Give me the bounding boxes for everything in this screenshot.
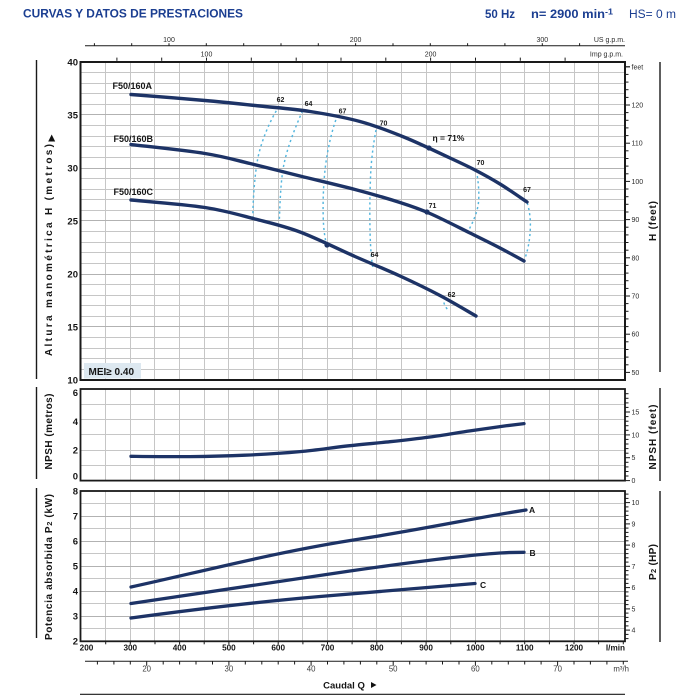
svg-text:100: 100 (201, 52, 213, 59)
svg-text:80: 80 (632, 255, 640, 262)
svg-text:300: 300 (536, 37, 548, 44)
svg-text:F50/160B: F50/160B (114, 134, 154, 144)
svg-text:30: 30 (67, 163, 78, 174)
svg-text:300: 300 (123, 644, 137, 653)
svg-text:F50/160C: F50/160C (114, 187, 154, 197)
svg-text:HS= 0 m: HS= 0 m (629, 9, 676, 21)
svg-text:40: 40 (67, 57, 78, 68)
svg-text:1100: 1100 (516, 644, 534, 653)
svg-text:H (feet): H (feet) (648, 201, 659, 241)
svg-text:60: 60 (471, 665, 480, 674)
svg-text:6: 6 (73, 388, 78, 399)
svg-text:0: 0 (73, 472, 78, 483)
svg-text:40: 40 (307, 665, 316, 674)
svg-text:CURVAS Y DATOS DE PRESTACIONES: CURVAS Y DATOS DE PRESTACIONES (23, 9, 243, 21)
svg-text:200: 200 (425, 52, 437, 59)
svg-text:100: 100 (163, 37, 175, 44)
svg-text:900: 900 (419, 644, 433, 653)
svg-text:C: C (480, 580, 486, 590)
svg-text:6: 6 (73, 536, 78, 547)
svg-text:70: 70 (632, 294, 640, 301)
svg-text:20: 20 (67, 269, 78, 280)
svg-text:8: 8 (73, 486, 78, 497)
svg-text:2: 2 (73, 446, 78, 457)
svg-text:200: 200 (80, 644, 94, 653)
svg-text:35: 35 (67, 110, 78, 121)
svg-text:0: 0 (632, 478, 636, 485)
svg-text:100: 100 (632, 179, 644, 186)
svg-text:64: 64 (305, 101, 313, 108)
svg-text:feet: feet (632, 64, 644, 71)
svg-text:5: 5 (632, 606, 636, 613)
svg-text:15: 15 (67, 322, 78, 333)
svg-text:B: B (530, 548, 536, 558)
svg-text:50: 50 (632, 370, 640, 377)
svg-text:30: 30 (225, 665, 234, 674)
svg-text:NPSH (feet): NPSH (feet) (648, 405, 659, 470)
svg-text:4: 4 (73, 587, 79, 598)
svg-text:6: 6 (632, 585, 636, 592)
svg-text:7: 7 (632, 564, 636, 571)
svg-text:Caudal Q: Caudal Q (323, 681, 365, 692)
svg-text:1000: 1000 (466, 644, 485, 653)
svg-text:500: 500 (222, 644, 236, 653)
svg-text:700: 700 (321, 644, 335, 653)
svg-text:m³/h: m³/h (613, 665, 629, 674)
svg-text:5: 5 (73, 561, 79, 572)
svg-text:90: 90 (632, 217, 640, 224)
svg-text:F50/160A: F50/160A (113, 81, 153, 91)
svg-text:400: 400 (173, 644, 187, 653)
svg-text:60: 60 (632, 332, 640, 339)
svg-text:5: 5 (632, 455, 636, 462)
svg-text:A: A (529, 505, 535, 515)
svg-text:1200: 1200 (565, 644, 584, 653)
svg-text:NPSH (metros): NPSH (metros) (44, 394, 55, 470)
svg-text:800: 800 (370, 644, 384, 653)
svg-text:50 Hz: 50 Hz (485, 9, 515, 21)
svg-text:9: 9 (632, 521, 636, 528)
svg-text:20: 20 (142, 665, 151, 674)
svg-text:110: 110 (632, 141, 643, 148)
svg-text:600: 600 (271, 644, 285, 653)
svg-text:MEI≥ 0.40: MEI≥ 0.40 (89, 367, 135, 378)
svg-text:62: 62 (277, 97, 285, 104)
svg-text:7: 7 (73, 511, 78, 522)
svg-text:67: 67 (339, 109, 347, 116)
svg-text:Potencia absorbida P2 (kW): Potencia absorbida P2 (kW) (44, 494, 55, 640)
svg-text:n= 2900 min-1: n= 2900 min -1 (531, 8, 614, 22)
svg-text:US g.p.m.: US g.p.m. (594, 37, 625, 44)
svg-text:62: 62 (448, 292, 456, 299)
svg-text:70: 70 (380, 121, 388, 128)
svg-text:64: 64 (371, 252, 379, 259)
svg-text:P2 (HP): P2 (HP) (648, 544, 659, 580)
svg-text:l/min: l/min (606, 644, 625, 653)
svg-text:10: 10 (632, 432, 640, 439)
svg-text:2: 2 (73, 637, 78, 648)
svg-text:4: 4 (73, 417, 79, 428)
svg-text:70: 70 (553, 665, 562, 674)
svg-text:50: 50 (389, 665, 398, 674)
svg-text:10: 10 (632, 500, 640, 507)
svg-text:15: 15 (632, 410, 640, 417)
svg-text:200: 200 (350, 37, 362, 44)
svg-text:67: 67 (523, 187, 531, 194)
svg-text:70: 70 (477, 160, 485, 167)
svg-text:120: 120 (632, 103, 644, 110)
svg-text:Imp g.p.m.: Imp g.p.m. (590, 52, 623, 59)
svg-text:10: 10 (67, 375, 78, 386)
svg-text:3: 3 (73, 612, 78, 623)
svg-text:71: 71 (429, 203, 437, 210)
svg-text:η = 71%: η = 71% (433, 133, 465, 143)
svg-text:8: 8 (632, 543, 636, 550)
svg-text:25: 25 (67, 216, 78, 227)
svg-text:4: 4 (632, 628, 636, 635)
svg-text:Altura manométrica H (metros): Altura manométrica H (metros) (44, 144, 55, 356)
